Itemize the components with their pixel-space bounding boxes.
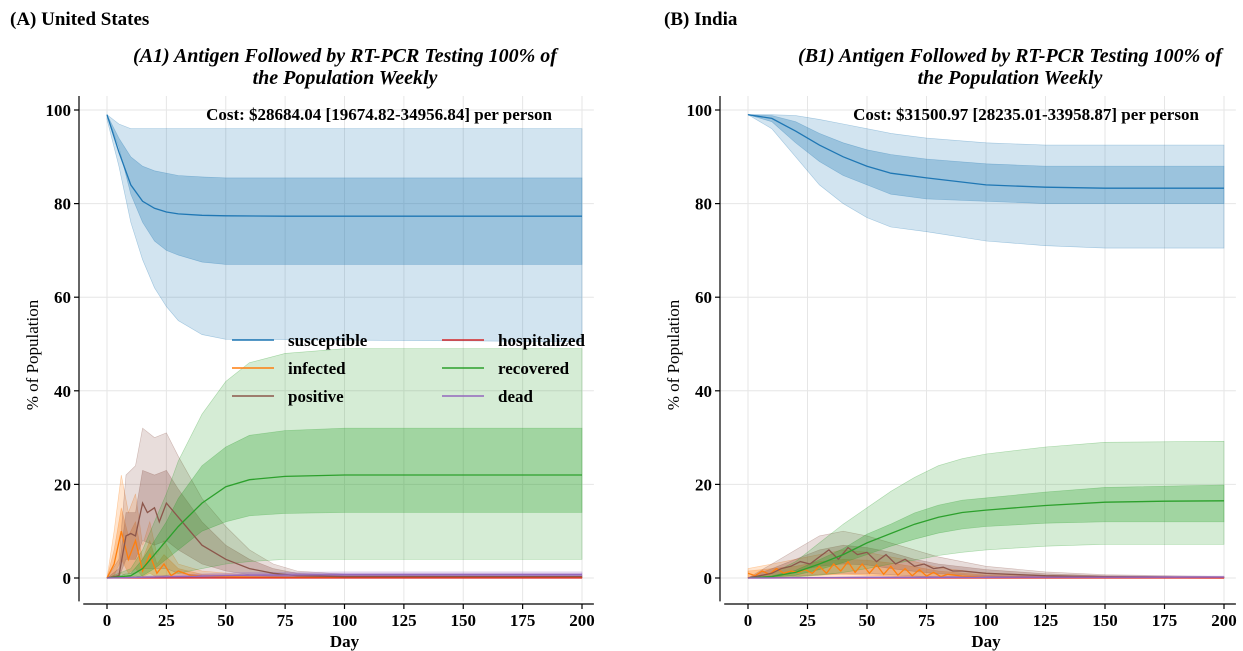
legend: susceptible hospitalized infected recovered…	[232, 331, 585, 406]
x-tick-label: 200	[1211, 611, 1237, 630]
y-tick-label: 60	[695, 288, 712, 307]
cost-annotation: Cost: $31500.97 [28235.01-33958.87] per …	[853, 105, 1199, 124]
y-tick-label: 20	[54, 475, 71, 494]
dead-line	[747, 576, 1225, 579]
x-tick-label: 0	[744, 611, 753, 630]
y-tick-label: 100	[46, 101, 72, 120]
susceptible-outer-band	[746, 114, 1225, 249]
x-tick-label: 50	[217, 611, 234, 630]
x-tick-label: 75	[277, 611, 294, 630]
chart-subtitle-line2: the Population Weekly	[918, 67, 1103, 89]
positive-line	[106, 501, 582, 579]
y-tick-label: 0	[704, 569, 713, 588]
legend-label-infected: infected	[288, 359, 346, 378]
x-tick-label: 75	[918, 611, 935, 630]
chart-subtitle-line2: the Population Weekly	[253, 67, 438, 89]
dead-line	[106, 574, 582, 579]
y-tick-label: 20	[695, 475, 712, 494]
x-tick-label: 125	[391, 611, 417, 630]
chart-subtitle-line1: (A1) Antigen Followed by RT-PCR Testing …	[133, 45, 559, 67]
x-tick-label: 175	[510, 611, 536, 630]
y-tick-label: 40	[695, 382, 712, 401]
legend-label-dead: dead	[498, 387, 534, 406]
panel-label: (A) United States	[10, 9, 149, 30]
y-tick-label: 0	[63, 569, 72, 588]
chart-subtitle-line1: (B1) Antigen Followed by RT-PCR Testing …	[798, 45, 1224, 67]
y-tick-label: 100	[687, 101, 713, 120]
infected-line	[106, 531, 582, 579]
x-tick-label: 25	[799, 611, 816, 630]
cost-annotation: Cost: $28684.04 [19674.82-34956.84] per …	[206, 105, 552, 124]
y-tick-label: 60	[54, 288, 71, 307]
susceptible-inner-band	[106, 114, 583, 265]
recovered-line	[106, 474, 582, 579]
recovered-inner-band	[106, 427, 583, 579]
x-tick-label: 100	[332, 611, 358, 630]
susceptible-inner-band	[747, 114, 1225, 204]
y-tick-label: 80	[695, 195, 712, 214]
panel-united-states: (A) United States (A1) Antigen Followed b…	[10, 9, 595, 651]
series-lines	[106, 114, 582, 579]
series-lines	[747, 114, 1225, 579]
y-tick-label: 40	[54, 382, 71, 401]
y-axis-label: % of Population	[23, 299, 42, 410]
positive-line	[747, 546, 1225, 579]
legend-label-positive: positive	[288, 387, 344, 406]
legend-label-recovered: recovered	[498, 359, 570, 378]
recovered-outer-band	[106, 348, 583, 579]
panel-label: (B) India	[664, 9, 738, 30]
x-tick-label: 25	[158, 611, 175, 630]
y-tick-label: 80	[54, 195, 71, 214]
legend-label-susceptible: susceptible	[288, 331, 368, 350]
recovered-inner-band	[747, 484, 1225, 579]
grid	[79, 95, 594, 602]
susceptible-line	[747, 114, 1224, 189]
y-axis-label: % of Population	[664, 299, 683, 410]
x-tick-label: 100	[973, 611, 999, 630]
x-axis-label: Day	[971, 632, 1001, 651]
susceptible-line	[106, 114, 582, 217]
x-tick-label: 125	[1033, 611, 1059, 630]
x-tick-label: 150	[451, 611, 477, 630]
infected-line	[747, 560, 1225, 579]
x-axis-label: Day	[330, 632, 360, 651]
x-tick-label: 200	[569, 611, 595, 630]
susceptible-outer-band	[106, 114, 583, 343]
panel-india: (B) India (B1) Antigen Followed by RT-PCR…	[664, 9, 1237, 651]
x-tick-label: 50	[859, 611, 876, 630]
confidence-bands	[746, 114, 1225, 579]
x-tick-label: 150	[1092, 611, 1118, 630]
x-tick-label: 0	[103, 611, 112, 630]
x-tick-label: 175	[1152, 611, 1178, 630]
recovered-line	[747, 500, 1225, 579]
legend-label-hospitalized: hospitalized	[498, 331, 585, 350]
